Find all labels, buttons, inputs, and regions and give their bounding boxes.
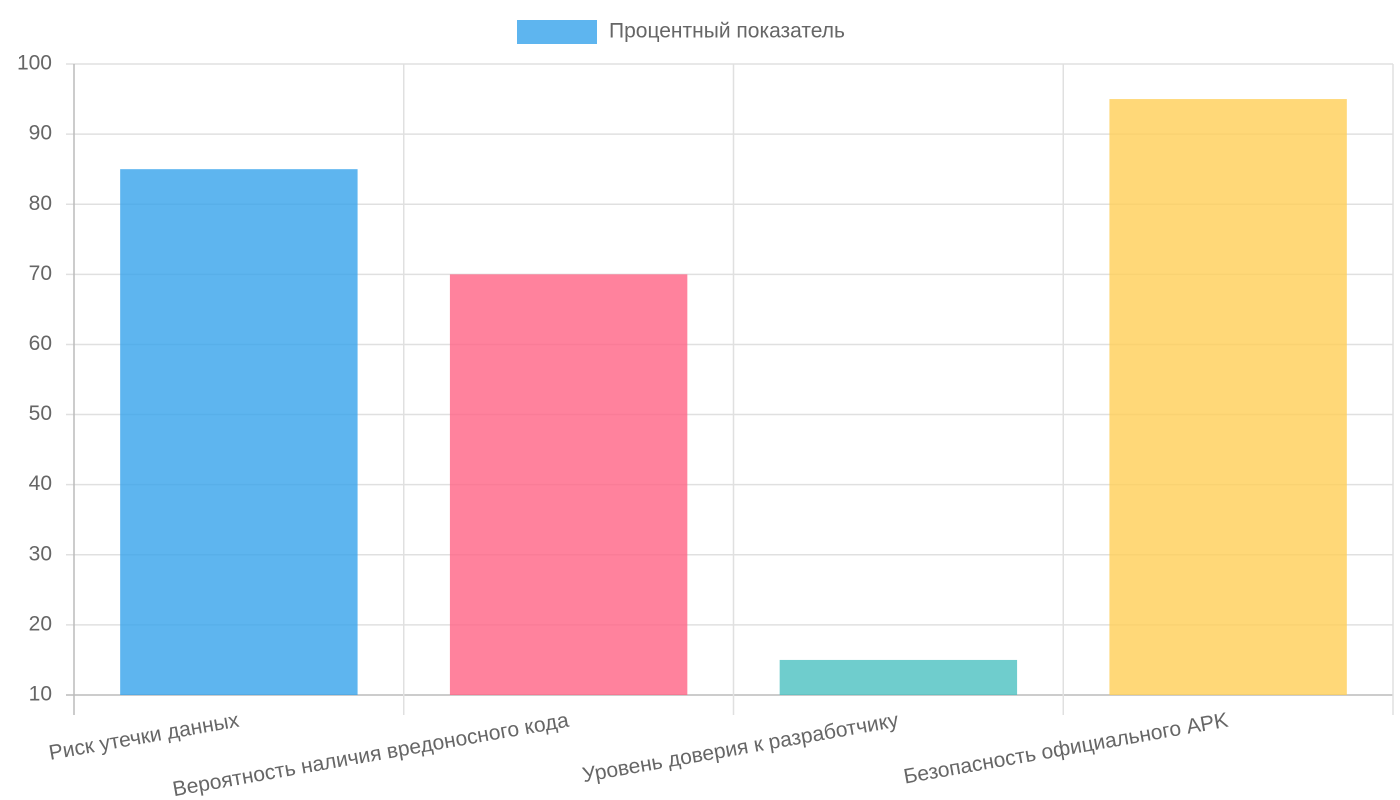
bar bbox=[449, 274, 688, 695]
x-tick-label: Уровень доверия к разработчику bbox=[581, 709, 901, 787]
bar bbox=[1109, 99, 1347, 696]
y-tick-label: 20 bbox=[29, 612, 52, 635]
y-tick-label: 50 bbox=[29, 402, 52, 425]
y-tick-label: 40 bbox=[29, 472, 52, 495]
legend-label: Процентный показатель bbox=[609, 20, 845, 43]
y-tick-label: 30 bbox=[29, 542, 52, 565]
x-tick-label: Риск утечки данных bbox=[47, 709, 241, 765]
y-tick-label: 100 bbox=[17, 52, 52, 75]
x-tick-label: Безопасность официального APK bbox=[902, 709, 1230, 789]
bar bbox=[120, 169, 358, 695]
y-tick-label: 10 bbox=[29, 683, 52, 706]
legend-swatch bbox=[517, 20, 597, 44]
bar bbox=[779, 659, 1018, 695]
y-tick-label: 80 bbox=[29, 192, 52, 215]
y-tick-label: 60 bbox=[29, 332, 52, 355]
y-tick-label: 90 bbox=[29, 122, 52, 145]
y-tick-label: 70 bbox=[29, 262, 52, 285]
